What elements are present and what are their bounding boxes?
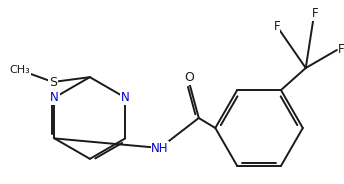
Text: N: N: [50, 91, 59, 104]
Text: F: F: [312, 8, 319, 20]
Text: F: F: [273, 20, 280, 33]
Text: NH: NH: [151, 141, 169, 155]
Text: O: O: [184, 72, 194, 84]
Text: F: F: [338, 43, 344, 56]
Text: CH₃: CH₃: [9, 65, 30, 75]
Text: N: N: [121, 91, 130, 104]
Text: S: S: [49, 75, 57, 89]
